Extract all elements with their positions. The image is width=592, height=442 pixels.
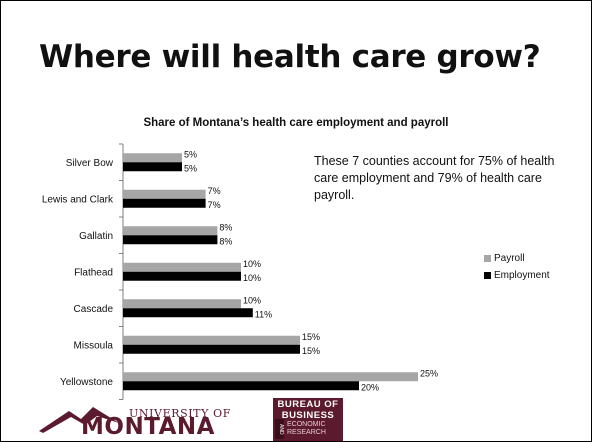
logo-text-economic-research: ECONOMIC RESEARCH xyxy=(287,421,326,437)
legend-item-employment: Employment xyxy=(484,267,550,284)
mountain-logo-icon xyxy=(39,407,119,433)
data-label-employment: 20% xyxy=(361,382,379,392)
category-label: Silver Bow xyxy=(66,158,114,169)
bar-employment xyxy=(123,235,218,245)
logo-text-research: RESEARCH xyxy=(287,429,326,436)
data-label-payroll: 7% xyxy=(208,186,221,196)
legend-swatch-employment xyxy=(484,272,491,279)
bar-employment xyxy=(123,271,241,281)
logo-text-business: BUSINESS xyxy=(281,410,335,421)
bureau-of-business-logo: BUREAU OF BUSINESS AND ECONOMIC RESEARCH xyxy=(273,398,343,441)
chart-title: Share of Montana’s health care employmen… xyxy=(143,117,449,129)
bar-employment xyxy=(123,344,300,354)
logo-text-and: AND xyxy=(275,419,284,439)
logo-text-university-of: UNIVERSITY OF xyxy=(129,407,231,420)
category-label: Missoula xyxy=(74,340,114,351)
category-label: Yellowstone xyxy=(60,377,113,388)
bar-employment xyxy=(123,308,253,318)
logo-text-bureau-of: BUREAU OF xyxy=(277,399,339,410)
data-label-payroll: 8% xyxy=(219,222,232,232)
data-label-payroll: 15% xyxy=(302,332,320,342)
data-label-payroll: 25% xyxy=(420,368,438,378)
legend-label-employment: Employment xyxy=(494,270,550,281)
bar-payroll xyxy=(123,299,241,309)
university-of-montana-logo: UNIVERSITY OF MONTANA xyxy=(37,401,237,441)
slide-title: Where will health care grow? xyxy=(39,39,541,75)
bar-employment xyxy=(123,162,182,172)
category-label: Cascade xyxy=(74,304,114,315)
bar-payroll xyxy=(123,262,241,272)
bar-payroll xyxy=(123,153,182,163)
category-label: Gallatin xyxy=(79,231,113,242)
data-label-employment: 11% xyxy=(255,309,272,319)
data-label-employment: 5% xyxy=(184,163,197,173)
bar-employment xyxy=(123,381,359,391)
data-label-payroll: 5% xyxy=(184,149,197,159)
bar-payroll xyxy=(123,189,206,199)
bar-payroll xyxy=(123,226,218,236)
data-label-payroll: 10% xyxy=(243,259,261,269)
data-label-employment: 7% xyxy=(208,200,221,210)
category-label: Flathead xyxy=(74,267,113,278)
chart-annotation: These 7 counties account for 75% of heal… xyxy=(314,154,555,202)
chart-legend: Payroll Employment xyxy=(484,250,550,284)
data-label-employment: 8% xyxy=(219,236,232,246)
data-label-employment: 15% xyxy=(302,346,320,356)
logo-text-economic: ECONOMIC xyxy=(287,421,326,428)
bar-payroll xyxy=(123,372,418,382)
bar-employment xyxy=(123,198,206,208)
category-label: Lewis and Clark xyxy=(42,194,114,205)
legend-swatch-payroll xyxy=(484,255,491,262)
bar-payroll xyxy=(123,335,300,345)
legend-item-payroll: Payroll xyxy=(484,250,550,267)
logo-text-montana: MONTANA xyxy=(81,414,215,440)
data-label-employment: 10% xyxy=(243,273,261,283)
legend-label-payroll: Payroll xyxy=(494,253,525,264)
data-label-payroll: 10% xyxy=(243,295,261,305)
